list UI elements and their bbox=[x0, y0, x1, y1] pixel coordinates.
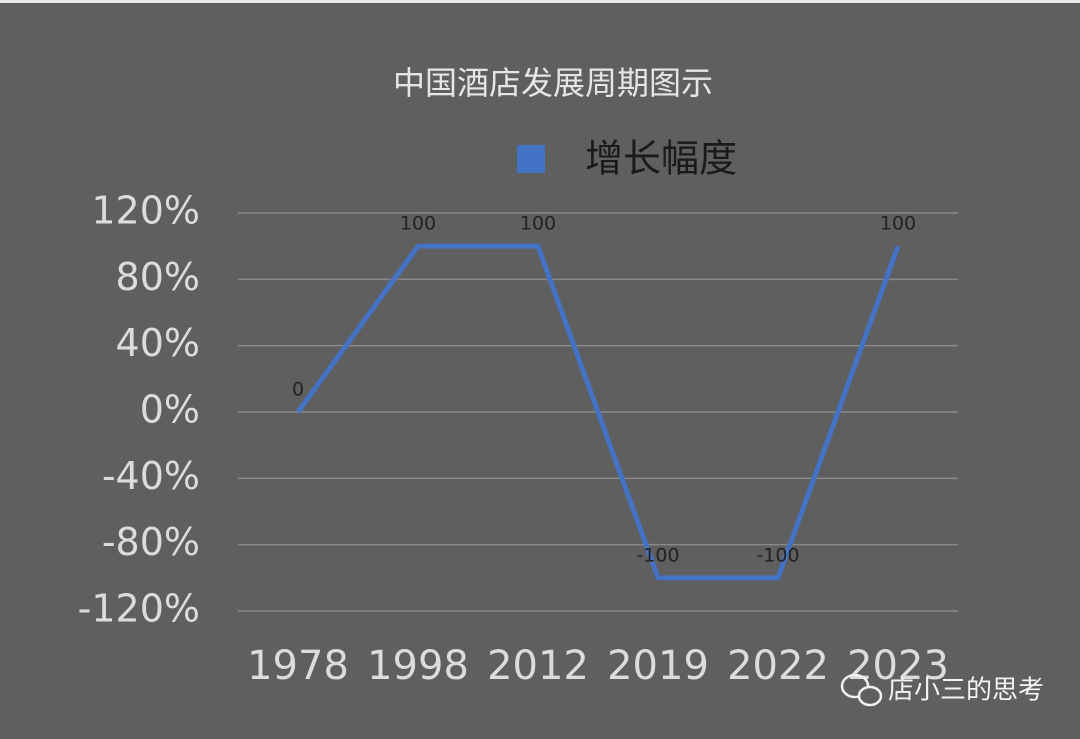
data-label: -100 bbox=[756, 544, 799, 566]
legend-label: 增长幅度 bbox=[585, 137, 737, 181]
legend-swatch bbox=[517, 145, 545, 173]
x-tick-label: 1998 bbox=[367, 643, 469, 689]
wechat-icon bbox=[857, 685, 883, 707]
watermark-text: 店小三的思考 bbox=[888, 676, 1044, 706]
x-tick-label: 2012 bbox=[487, 643, 589, 689]
y-tick-label: 0% bbox=[140, 388, 200, 432]
y-tick-label: -80% bbox=[102, 520, 200, 564]
y-tick-label: 120% bbox=[91, 189, 200, 233]
data-label: 100 bbox=[520, 213, 556, 235]
y-tick-label: 40% bbox=[116, 321, 200, 365]
line bbox=[295, 243, 901, 581]
x-tick-label: 2019 bbox=[607, 643, 709, 689]
y-tick-label: 80% bbox=[116, 255, 200, 299]
data-label: -100 bbox=[636, 544, 679, 566]
data-label: 100 bbox=[880, 213, 916, 235]
x-tick-label: 2023 bbox=[847, 643, 949, 689]
watermark: 店小三的思考 bbox=[840, 673, 1044, 707]
x-tick-label: 2022 bbox=[727, 643, 829, 689]
y-tick-label: -40% bbox=[102, 454, 200, 498]
chart-title: 中国酒店发展周期图示 bbox=[393, 64, 713, 102]
top-border bbox=[0, 0, 1080, 3]
x-tick-label: 1978 bbox=[247, 643, 349, 689]
data-label: 0 bbox=[292, 379, 304, 401]
data-label: 100 bbox=[400, 213, 436, 235]
y-tick-label: -120% bbox=[78, 587, 200, 631]
